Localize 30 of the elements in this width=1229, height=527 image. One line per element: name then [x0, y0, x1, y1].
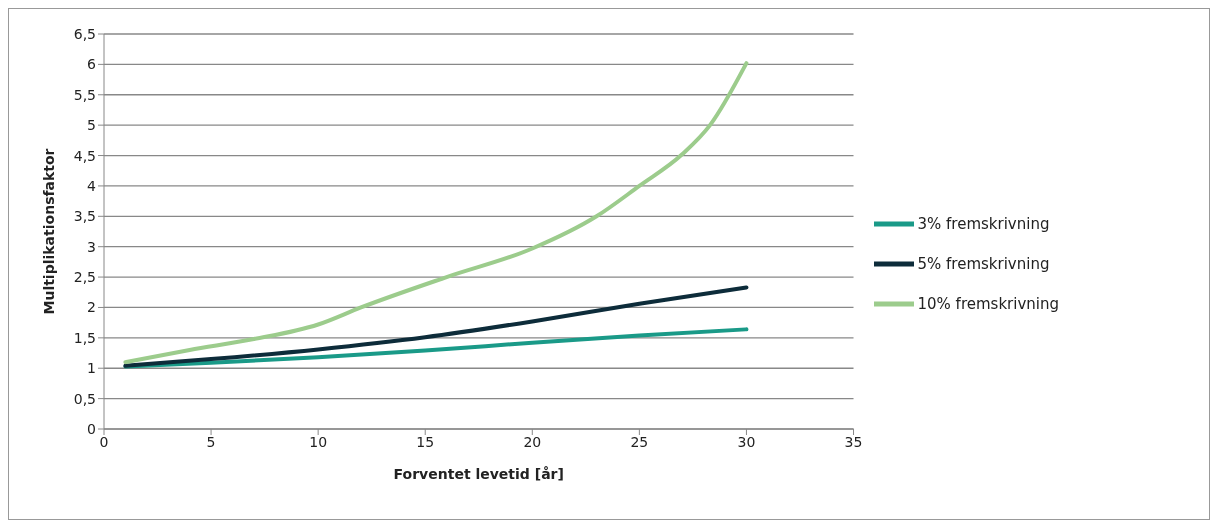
y-tick-label: 5,5: [73, 86, 96, 103]
y-tick-label: 1,5: [73, 329, 96, 346]
legend-label: 3% fremskrivning: [917, 214, 1050, 233]
y-tick-label: 1: [87, 360, 96, 377]
y-tick-label: 3: [87, 238, 96, 255]
y-tick-label: 0,5: [73, 390, 96, 407]
y-axis-title: Multiplikationsfaktor: [40, 148, 57, 315]
x-tick-label: 0: [99, 433, 109, 450]
y-tick-label: 2: [87, 299, 96, 316]
x-tick-label: 10: [309, 433, 328, 450]
y-tick-label: 4,5: [73, 147, 96, 164]
y-tick-label: 2,5: [73, 269, 96, 286]
x-tick-label: 5: [206, 433, 216, 450]
line-series: [123, 285, 749, 368]
y-tick-label: 4: [87, 177, 97, 194]
legend-label: 5% fremskrivning: [917, 254, 1050, 273]
x-axis-title: Forventet levetid [år]: [393, 466, 564, 482]
legend-label: 10% fremskrivning: [917, 294, 1059, 313]
line-series: [123, 61, 749, 365]
y-tick-label: 3,5: [73, 208, 96, 225]
line-series: [123, 327, 749, 369]
y-tick-label: 0: [87, 420, 96, 437]
y-tick-label: 6: [87, 56, 97, 73]
y-tick-label: 6,5: [73, 25, 96, 42]
x-tick-label: 15: [416, 433, 435, 450]
y-tick-label: 5: [87, 117, 96, 134]
x-tick-label: 25: [630, 433, 649, 450]
x-tick-label: 30: [737, 433, 756, 450]
x-tick-label: 35: [844, 433, 863, 450]
x-tick-label: 20: [523, 433, 542, 450]
